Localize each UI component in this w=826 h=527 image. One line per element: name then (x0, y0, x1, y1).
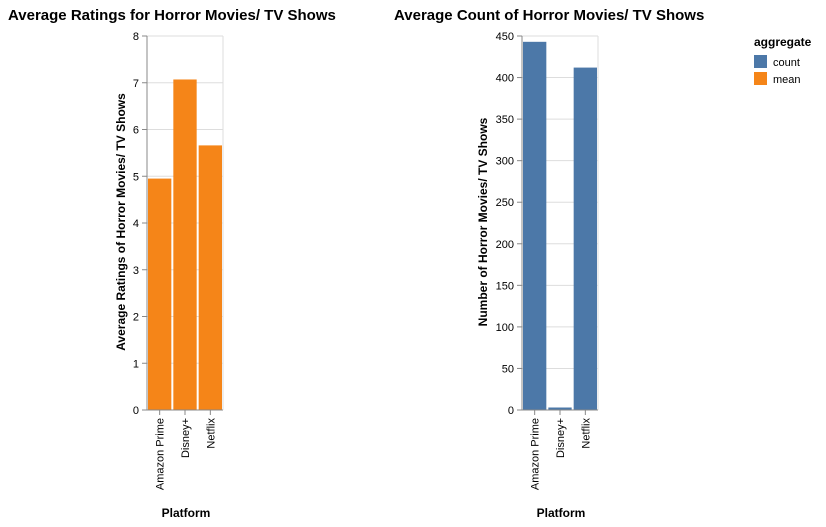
ratings-xtick-label: Amazon Prime (155, 418, 167, 490)
ratings-xtick-label: Netflix (205, 418, 217, 449)
ratings-ytick-label: 5 (133, 171, 139, 183)
ratings-ytick-label: 4 (133, 218, 139, 230)
count-ytick-label: 450 (496, 31, 514, 43)
ratings-chart-ylabel: Average Ratings of Horror Movies/ TV Sho… (114, 93, 128, 351)
count-chart-xlabel: Platform (537, 506, 586, 520)
count-xtick-label: Amazon Prime (530, 418, 542, 490)
count-ytick-label: 250 (496, 197, 514, 209)
count-ytick-label: 200 (496, 239, 514, 251)
ratings-ytick-label: 2 (133, 312, 139, 324)
ratings-ytick-label: 7 (133, 78, 139, 90)
ratings-ytick-label: 6 (133, 125, 139, 137)
count-ytick-label: 100 (496, 322, 514, 334)
count-bar-netflix[interactable] (573, 67, 597, 411)
count-bar-amazon-prime[interactable] (523, 41, 547, 410)
count-ytick-label: 50 (502, 363, 514, 375)
ratings-bar-amazon-prime[interactable] (148, 178, 172, 410)
ratings-xtick-label: Disney+ (180, 418, 192, 458)
legend-swatch-mean (754, 72, 767, 85)
count-ytick-label: 150 (496, 280, 514, 292)
legend-label-mean: mean (773, 74, 801, 86)
count-ytick-label: 300 (496, 156, 514, 168)
count-xtick-label: Disney+ (555, 418, 567, 458)
count-chart-title: Average Count of Horror Movies/ TV Shows (394, 7, 704, 24)
legend-label-count: count (773, 57, 800, 69)
count-ytick-label: 400 (496, 73, 514, 85)
ratings-chart-xlabel: Platform (162, 506, 211, 520)
ratings-ytick-label: 0 (133, 405, 139, 417)
ratings-bar-netflix[interactable] (198, 145, 222, 410)
ratings-chart: Average Ratings for Horror Movies/ TV Sh… (8, 7, 336, 520)
legend-title: aggregate (754, 35, 812, 49)
ratings-bar-disney-[interactable] (173, 79, 197, 410)
count-bar-disney-[interactable] (548, 407, 572, 410)
count-ytick-label: 0 (508, 405, 514, 417)
ratings-chart-title: Average Ratings for Horror Movies/ TV Sh… (8, 7, 336, 24)
count-chart-ylabel: Number of Horror Movies/ TV Shows (476, 117, 490, 326)
ratings-ytick-label: 1 (133, 358, 139, 370)
count-chart: Average Count of Horror Movies/ TV Shows… (394, 7, 704, 520)
legend: aggregate count mean (754, 35, 812, 86)
count-xtick-label: Netflix (580, 418, 592, 449)
count-ytick-label: 350 (496, 114, 514, 126)
ratings-ytick-label: 3 (133, 265, 139, 277)
ratings-ytick-label: 8 (133, 31, 139, 43)
legend-swatch-count (754, 55, 767, 68)
